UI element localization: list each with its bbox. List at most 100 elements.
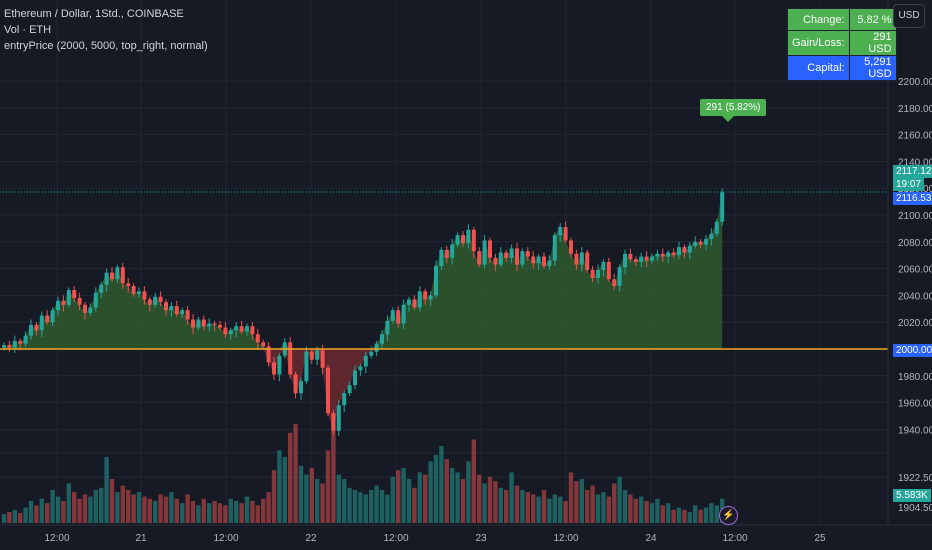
- candle-body: [563, 227, 568, 241]
- volume-bar: [649, 503, 655, 523]
- volume-bar: [115, 492, 120, 523]
- volume-bar: [293, 424, 298, 523]
- pnl-callout: 291 (5.82%): [700, 99, 767, 122]
- volume-bar: [396, 470, 401, 523]
- time-tick-label: 25: [814, 533, 826, 544]
- volume-bar: [558, 496, 563, 523]
- change-label: Change:: [787, 8, 850, 31]
- candle-body: [137, 291, 141, 295]
- candle-body: [353, 370, 357, 386]
- volume-bar: [147, 498, 152, 523]
- candle-body: [153, 296, 158, 305]
- volume-bar: [655, 498, 660, 523]
- volume-bar: [601, 492, 606, 523]
- candle-body: [633, 259, 638, 262]
- candle-body: [245, 326, 249, 332]
- volume-bar: [347, 487, 352, 523]
- entry-price-tag: 2000.00: [893, 344, 932, 357]
- candle-body: [434, 265, 438, 296]
- volume-bar: [412, 487, 417, 523]
- candle-body: [536, 256, 541, 264]
- volume-bar: [55, 496, 61, 523]
- candle-body: [558, 227, 563, 236]
- volume-bar: [261, 498, 266, 523]
- volume-bar: [109, 479, 115, 523]
- candle-body: [326, 367, 330, 414]
- candle-body: [115, 267, 120, 280]
- volume-bar: [385, 494, 390, 523]
- candle-body: [677, 247, 681, 256]
- candle-body: [255, 334, 260, 343]
- volume-bar: [590, 485, 595, 523]
- price-tick-label: 1904.50: [898, 503, 932, 514]
- volume-bar: [190, 501, 196, 523]
- volume-bar: [466, 461, 471, 523]
- candle-body: [455, 235, 460, 245]
- candle-body: [704, 239, 708, 245]
- candle-body: [585, 252, 590, 270]
- volume-bar: [358, 492, 363, 523]
- volume-bar: [547, 498, 552, 523]
- volume-legend[interactable]: Vol · ETH: [4, 24, 52, 36]
- volume-bar: [174, 498, 179, 523]
- candle-body: [363, 355, 368, 367]
- lightning-icon[interactable]: ⚡: [719, 506, 738, 525]
- volume-bar: [541, 490, 547, 523]
- volume-bar: [120, 485, 125, 523]
- currency-button[interactable]: USD: [893, 4, 925, 28]
- volume-bar: [428, 461, 433, 523]
- volume-bar: [698, 509, 703, 523]
- candle-body: [466, 229, 471, 244]
- volume-bar: [180, 503, 185, 523]
- candle-body: [617, 267, 622, 287]
- candle-body: [266, 346, 271, 363]
- price-tick-label: 1922.50: [898, 473, 932, 484]
- capital-label: Capital:: [787, 55, 850, 81]
- candle-body: [196, 319, 201, 328]
- indicator-legend[interactable]: entryPrice (2000, 5000, top_right, norma…: [4, 40, 208, 52]
- candle-body: [169, 306, 174, 311]
- candle-body: [358, 366, 363, 371]
- volume-bar: [482, 483, 487, 523]
- time-tick-label: 22: [305, 533, 317, 544]
- volume-bar: [612, 483, 617, 523]
- volume-bar: [444, 459, 449, 523]
- volume-bar: [239, 503, 244, 523]
- symbol-title[interactable]: Ethereum / Dollar, 1Std., COINBASE: [4, 8, 184, 20]
- candle-body: [385, 320, 390, 335]
- price-tick-label: 2060.00: [898, 265, 932, 276]
- volume-bar: [212, 501, 217, 523]
- price-tick-label: 2140.00: [898, 157, 932, 168]
- volume-bar: [714, 505, 719, 523]
- price-axis: 2200.002180.002160.002140.002120.002100.…: [887, 0, 932, 550]
- candle-body: [477, 251, 482, 265]
- candle-body: [412, 299, 417, 308]
- volume-bar: [153, 501, 158, 523]
- volume-bar: [72, 492, 77, 523]
- volume-bar: [12, 509, 17, 523]
- volume-bar: [493, 481, 498, 523]
- time-axis-bg: [0, 525, 932, 550]
- volume-bar: [536, 496, 541, 523]
- candle-body: [12, 340, 17, 348]
- candle-body: [498, 252, 503, 265]
- candle-body: [218, 324, 222, 328]
- candle-body: [439, 249, 444, 266]
- volume-bar: [45, 503, 50, 523]
- volume-bar: [644, 501, 649, 523]
- volume-bar: [709, 503, 714, 523]
- volume-bar: [325, 450, 331, 523]
- candle-body: [407, 299, 411, 305]
- volume-bar: [520, 490, 525, 523]
- volume-bar: [23, 507, 28, 523]
- volume-bar: [223, 505, 228, 523]
- volume-bar: [514, 485, 520, 523]
- volume-bar: [439, 446, 444, 523]
- volume-bar: [622, 490, 628, 523]
- volume-bar: [628, 494, 633, 523]
- volume-bar: [504, 490, 509, 523]
- time-tick-label: 12:00: [213, 533, 238, 544]
- volume-bar: [660, 505, 665, 523]
- volume-bar: [126, 490, 131, 523]
